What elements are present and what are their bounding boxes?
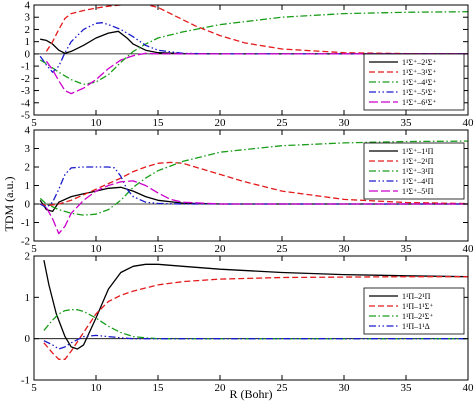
- y-tick-label: 1: [25, 36, 31, 48]
- series-line-4: [43, 334, 468, 350]
- y-tick-label: 1: [25, 180, 31, 192]
- series-line-3: [39, 11, 468, 86]
- x-tick-label: 20: [215, 117, 227, 129]
- y-tick-label: -3: [21, 85, 31, 97]
- legend-label-4: 1¹Σ⁺–4¹Π: [402, 177, 434, 186]
- plot-frame: [33, 255, 469, 381]
- series-line-4: [39, 166, 468, 209]
- series-line-5: [45, 180, 468, 235]
- x-tick-label: 35: [401, 243, 413, 255]
- y-tick-label: -1: [21, 375, 30, 387]
- x-tick-label: 25: [277, 243, 289, 255]
- y-tick-label: -1: [21, 217, 30, 229]
- y-tick-label: -4: [21, 97, 31, 109]
- x-tick-label: 30: [339, 382, 351, 394]
- legend-label-2: 1¹Π–1¹Σ⁺: [402, 302, 433, 311]
- legend-label-4: 1¹Π–1¹Δ: [402, 322, 430, 331]
- x-tick-label: 40: [463, 382, 474, 394]
- x-tick-label: 40: [463, 243, 474, 255]
- y-axis-title: TDM (a.u.): [2, 177, 16, 232]
- y-tick-label: 0: [25, 48, 31, 60]
- y-tick-label: -2: [21, 73, 30, 85]
- x-tick-label: 30: [339, 117, 351, 129]
- x-tick-label: 5: [31, 117, 37, 129]
- x-tick-label: 25: [277, 382, 289, 394]
- plot-frame: [33, 4, 469, 116]
- y-tick-label: -1: [21, 61, 30, 73]
- series-line-1: [43, 259, 468, 350]
- x-tick-label: 5: [31, 243, 37, 255]
- y-tick-label: -5: [21, 110, 31, 122]
- x-tick-label: 25: [277, 117, 289, 129]
- x-tick-label: 15: [153, 243, 165, 255]
- legend-label-3: 1¹Σ⁺–3¹Π: [402, 167, 434, 176]
- x-tick-label: 15: [153, 117, 165, 129]
- legend-label-1: 1¹Π–2¹Π: [402, 292, 431, 301]
- y-tick-label: 3: [25, 12, 31, 24]
- legend-label-2: 1¹Σ⁺–3¹Σ⁺: [402, 68, 437, 77]
- legend-label-4: 1¹Σ⁺–5¹Σ⁺: [402, 88, 437, 97]
- x-tick-label: 30: [339, 243, 351, 255]
- series-line-3: [39, 140, 468, 216]
- y-tick-label: -2: [21, 236, 30, 248]
- series-line-3: [43, 309, 468, 340]
- legend-label-1: 1¹Σ⁺–2¹Σ⁺: [402, 58, 437, 67]
- x-tick-label: 5: [31, 382, 37, 394]
- series-line-2: [45, 5, 468, 55]
- y-tick-label: 0: [25, 199, 31, 211]
- legend-box: [363, 142, 465, 200]
- legend-box: [363, 53, 465, 111]
- y-tick-label: 2: [25, 251, 31, 263]
- series-line-5: [45, 52, 468, 95]
- series-line-1: [40, 30, 468, 55]
- y-tick-label: 1: [25, 292, 31, 304]
- legend-label-2: 1¹Σ⁺–2¹Π: [402, 157, 434, 166]
- legend-label-5: 1¹Σ⁺–6¹Σ⁺: [402, 98, 437, 107]
- y-tick-label: 0: [25, 333, 31, 345]
- x-axis-title: R (Bohr): [230, 387, 273, 401]
- series-line-4: [39, 22, 468, 73]
- x-tick-label: 20: [215, 243, 227, 255]
- x-tick-label: 10: [91, 382, 103, 394]
- legend-label-5: 1¹Σ⁺–5¹Π: [402, 187, 434, 196]
- legend-label-1: 1¹Σ⁺–1¹Π: [402, 147, 434, 156]
- x-tick-label: 35: [401, 382, 413, 394]
- panel-middle: 5 10 15 20 25 30 35 40 -2 -1 0 1 2 3 4 1¹Σ⁺–1¹Π1¹Σ⁺–2¹Π…: [21, 125, 474, 256]
- y-tick-label: 2: [25, 162, 31, 174]
- y-tick-label: 4: [25, 125, 31, 137]
- y-tick-label: 2: [25, 24, 31, 36]
- x-tick-label: 10: [91, 117, 103, 129]
- series-line-2: [43, 276, 468, 360]
- legend-label-3: 1¹Σ⁺–4¹Σ⁺: [402, 78, 437, 87]
- y-tick-label: 3: [25, 143, 31, 155]
- x-tick-label: 15: [153, 382, 165, 394]
- x-tick-label: 40: [463, 117, 474, 129]
- x-tick-label: 10: [91, 243, 103, 255]
- y-tick-label: 4: [25, 0, 31, 12]
- x-tick-label: 35: [401, 117, 413, 129]
- series-line-2: [40, 161, 468, 207]
- panel-bottom: 5 10 15 20 25 30 35 40 -1 0 1 2 1¹Π–2¹Π1¹Π–1¹Σ⁺1¹Π–2…: [21, 251, 474, 395]
- legend-label-3: 1¹Π–2¹Σ⁺: [402, 312, 433, 321]
- x-tick-label: 20: [215, 382, 227, 394]
- panel-top: 5 10 15 20 25 30 35 40-5-4-3-2-1012341¹Σ⁺–2¹Σ⁺1…: [21, 0, 474, 129]
